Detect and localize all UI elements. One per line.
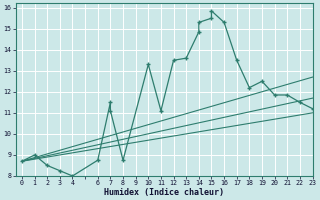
X-axis label: Humidex (Indice chaleur): Humidex (Indice chaleur) bbox=[104, 188, 224, 197]
